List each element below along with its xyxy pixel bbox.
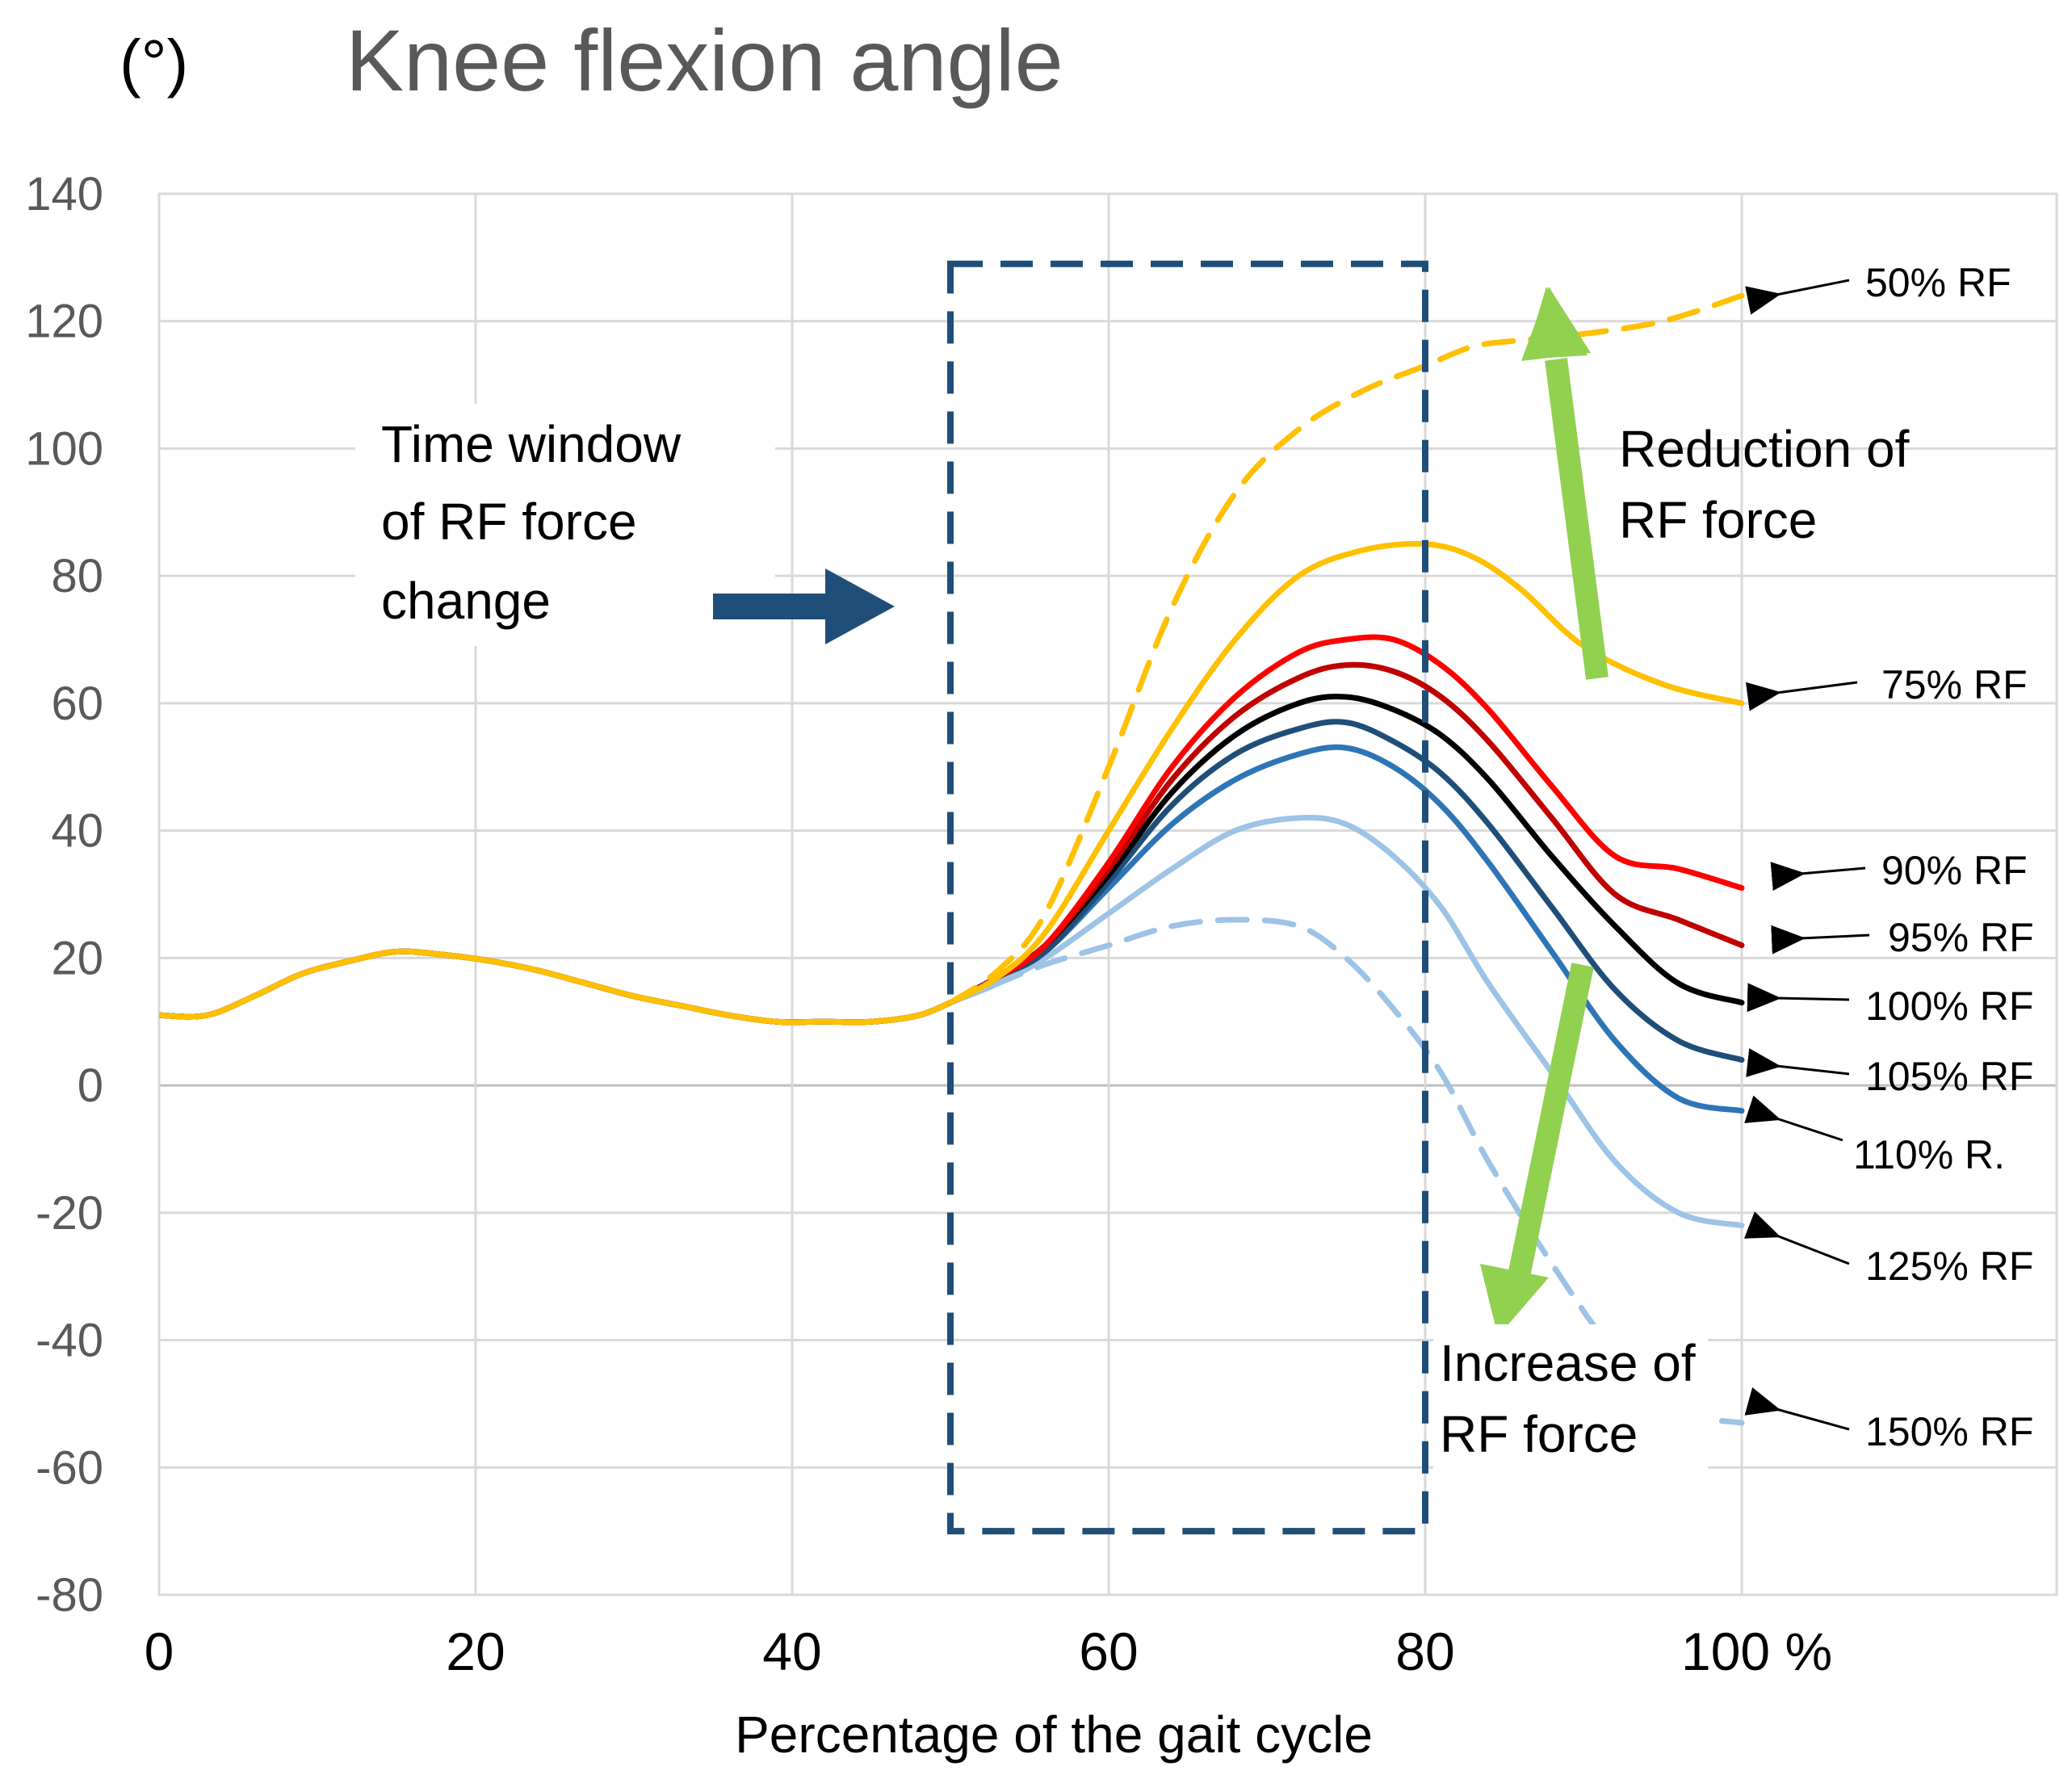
shared-prefix-line [158, 948, 952, 1026]
plot-area-border [157, 192, 2058, 1596]
x-tick-label: 0 [145, 1621, 174, 1681]
series-label: 90% RF [1881, 848, 2028, 893]
time-window-text-bg [355, 404, 775, 646]
series-label-arrow [1746, 1048, 1850, 1077]
chart-title: Knee flexion angle [346, 11, 1063, 109]
time-window-line-1: Time window [381, 415, 682, 473]
series-labels: 50% RF 75% RF 90% RF 95% RF 100% RF 105% RF 11… [1743, 260, 2034, 1454]
time-window-line-2: of RF force [381, 493, 637, 551]
reduction-arrow [1521, 287, 1609, 680]
series-label: 95% RF [1888, 915, 2034, 960]
reduction-line-1: Reduction of [1619, 420, 1910, 478]
series-line-90-rf [947, 634, 1745, 1006]
series-label: 125% RF [1865, 1244, 2033, 1289]
x-tick-labels: 0 20 40 60 80 100 % [145, 1621, 1833, 1681]
x-axis-label: Percentage of the gait cycle [735, 1705, 1373, 1764]
increase-line-2: RF force [1440, 1405, 1638, 1463]
series-line-125-rf [947, 814, 1745, 1229]
series-label-arrow [1770, 862, 1866, 892]
y-tick-label: 100 [25, 422, 103, 475]
series-label-arrow [1744, 1095, 1843, 1142]
time-window-arrow [713, 568, 895, 644]
series-label: 105% RF [1865, 1054, 2033, 1099]
series-line-150-rf [947, 917, 1745, 1426]
y-tick-labels: -80 -60 -40 -20 0 20 40 60 80 100 120 140 [25, 168, 103, 1621]
time-window-box [947, 260, 1428, 1535]
y-tick-label: -20 [36, 1187, 103, 1240]
y-tick-label: 0 [78, 1059, 103, 1112]
y-tick-label: -40 [36, 1315, 103, 1367]
series-label-arrow [1743, 1211, 1850, 1265]
x-tick-label: 20 [446, 1621, 505, 1681]
x-tick-label: 60 [1079, 1621, 1138, 1681]
y-tick-label: 20 [51, 932, 103, 984]
series-label: 50% RF [1865, 260, 2011, 305]
unit-label: (°) [120, 27, 188, 99]
series-label: 100% RF [1865, 984, 2033, 1029]
y-tick-label: -80 [36, 1569, 103, 1621]
reduction-line-2: RF force [1619, 491, 1817, 549]
x-tick-label: 40 [762, 1621, 821, 1681]
series-line-95-rf [947, 661, 1745, 1006]
series-layer [158, 292, 1745, 1426]
series-label: 75% RF [1881, 662, 2028, 707]
y-tick-label: -60 [36, 1441, 103, 1494]
series-line-50-rf [947, 292, 1745, 1006]
increase-text-bg [1433, 1324, 1708, 1470]
series-label-arrow [1745, 279, 1850, 315]
series-label-arrow [1745, 681, 1858, 711]
x-tick-label: 100 % [1681, 1621, 1832, 1681]
increase-arrow [1480, 963, 1594, 1336]
series-label: 150% RF [1865, 1409, 2033, 1454]
time-window-annotation: Time window of RF force change [381, 415, 695, 630]
series-line-105-rf [947, 719, 1745, 1063]
increase-line-1: Increase of [1440, 1334, 1696, 1392]
y-tick-label: 80 [51, 550, 103, 602]
y-tick-label: 60 [51, 678, 103, 730]
series-label-arrow [1771, 925, 1870, 954]
y-tick-label: 140 [25, 168, 103, 220]
reduction-annotation: Reduction of RF force [1619, 420, 1923, 549]
series-label-arrow [1744, 1387, 1850, 1431]
y-tick-label: 40 [51, 805, 103, 858]
time-window-line-3: change [381, 572, 551, 630]
series-label: 110% R. [1853, 1132, 2005, 1177]
y-tick-label: 120 [25, 296, 103, 348]
increase-annotation: Increase of RF force [1440, 1334, 1709, 1463]
series-label-arrow [1747, 983, 1850, 1013]
x-tick-label: 80 [1395, 1621, 1454, 1681]
